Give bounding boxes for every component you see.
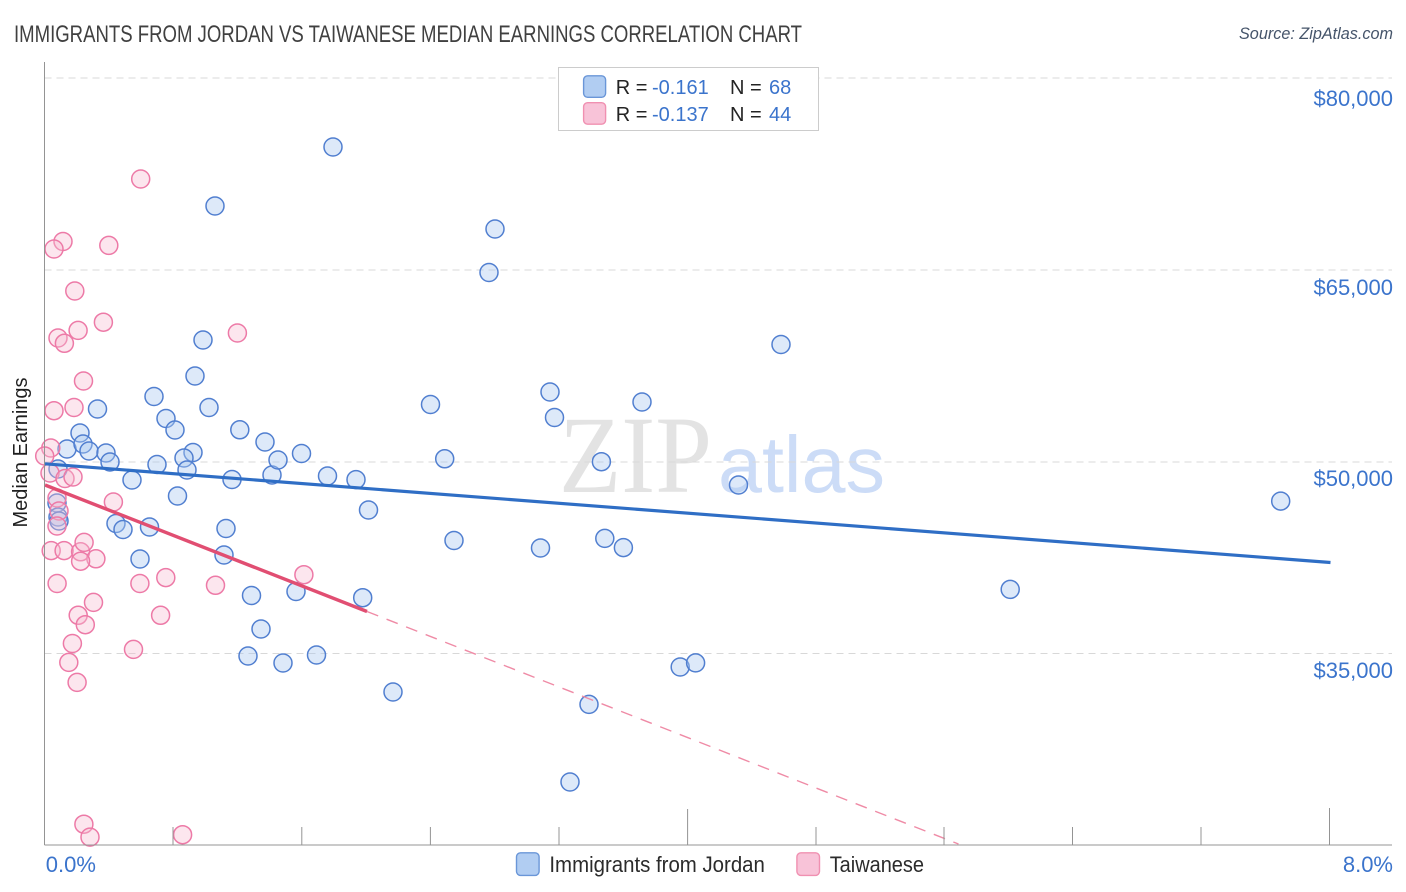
svg-text:IMMIGRANTS FROM JORDAN VS TAIW: IMMIGRANTS FROM JORDAN VS TAIWANESE MEDI…: [14, 21, 802, 48]
svg-text:R =: R =: [616, 77, 648, 99]
svg-text:Median Earnings: Median Earnings: [10, 377, 32, 527]
svg-text:Immigrants from Jordan: Immigrants from Jordan: [549, 852, 765, 877]
svg-text:8.0%: 8.0%: [1343, 852, 1393, 877]
svg-text:$35,000: $35,000: [1313, 658, 1393, 683]
svg-text:N =: N =: [730, 77, 762, 99]
svg-text:-0.137: -0.137: [652, 104, 709, 126]
svg-text:ZIP: ZIP: [559, 394, 712, 516]
svg-text:$50,000: $50,000: [1313, 466, 1393, 491]
svg-text:44: 44: [769, 104, 791, 126]
svg-text:R =: R =: [616, 104, 648, 126]
svg-text:Source: ZipAtlas.com: Source: ZipAtlas.com: [1239, 25, 1393, 43]
svg-text:N =: N =: [730, 104, 762, 126]
svg-text:$65,000: $65,000: [1313, 275, 1393, 300]
svg-text:atlas: atlas: [718, 420, 885, 509]
svg-text:$80,000: $80,000: [1313, 86, 1393, 111]
svg-text:Taiwanese: Taiwanese: [830, 852, 924, 877]
svg-text:-0.161: -0.161: [652, 77, 709, 99]
svg-text:0.0%: 0.0%: [46, 852, 96, 877]
svg-text:68: 68: [769, 77, 791, 99]
